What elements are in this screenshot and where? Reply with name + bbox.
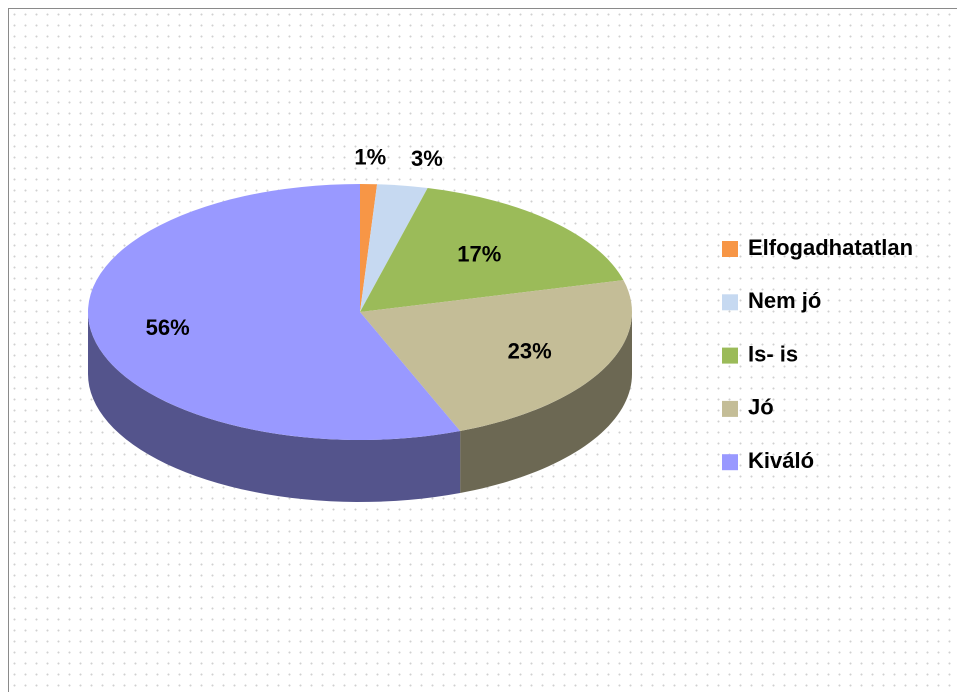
data-label: 56% <box>146 315 190 340</box>
legend-swatch <box>722 347 738 364</box>
pie-slice <box>88 184 461 440</box>
legend-swatch <box>722 241 738 257</box>
pie-slice <box>360 188 624 312</box>
pie-slice <box>360 280 632 432</box>
pie-side <box>460 312 632 494</box>
legend-label: Kiváló <box>748 448 814 473</box>
pie-slice <box>360 184 428 312</box>
legend-label: Nem jó <box>748 288 821 313</box>
data-label: 3% <box>411 146 443 171</box>
pie-slice <box>360 184 378 312</box>
legend-swatch <box>722 400 738 417</box>
legend-label: Jó <box>748 395 774 420</box>
pie-side <box>88 312 461 502</box>
data-label: 17% <box>457 242 501 267</box>
legend-label: Is- is <box>748 341 798 366</box>
data-label: 23% <box>508 338 552 363</box>
data-label: 1% <box>354 144 386 169</box>
legend-swatch <box>722 454 738 471</box>
legend-label: Elfogadhatatlan <box>748 235 913 260</box>
legend-swatch <box>722 294 738 311</box>
